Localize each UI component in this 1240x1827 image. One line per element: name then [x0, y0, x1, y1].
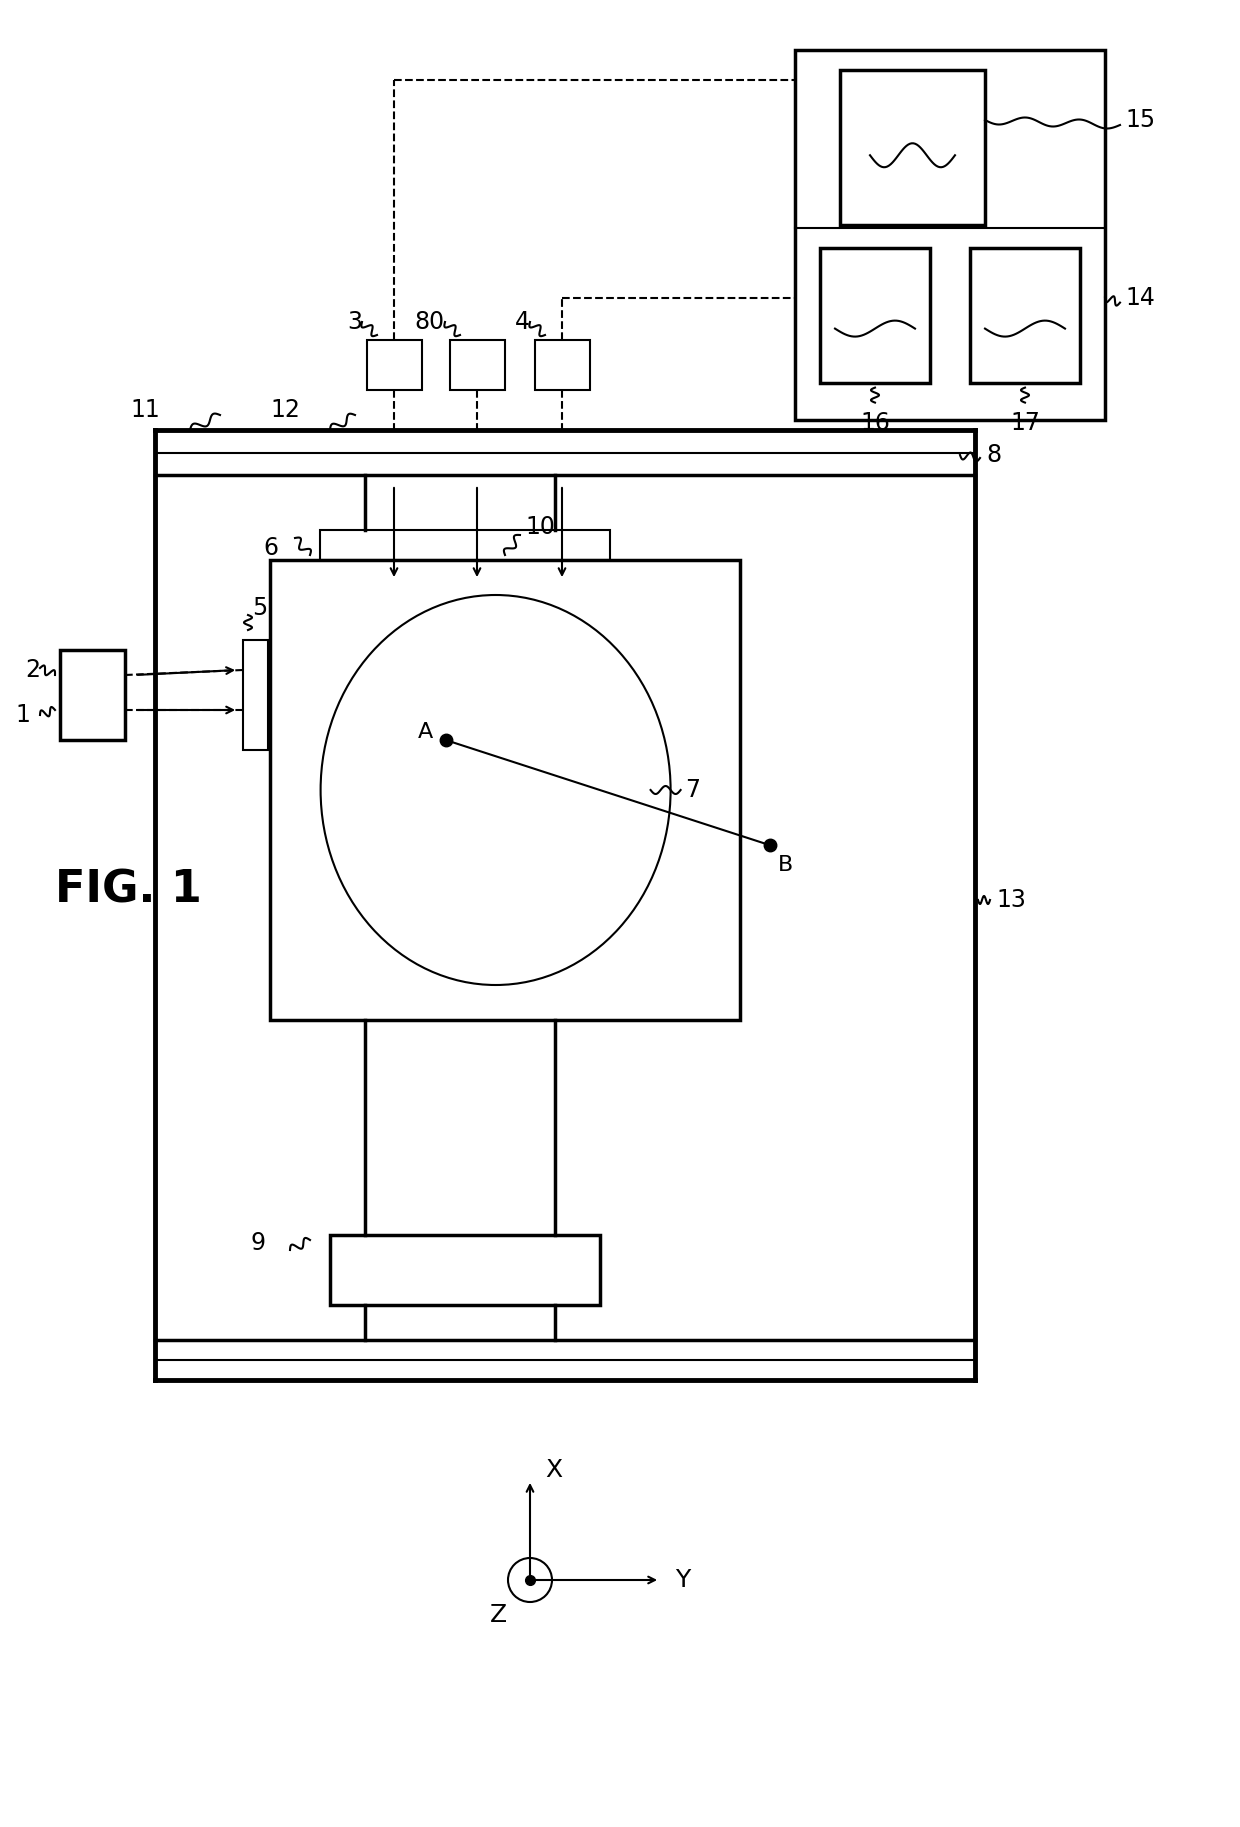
Text: 5: 5 [252, 596, 268, 619]
Text: 4: 4 [515, 311, 529, 334]
Text: FIG. 1: FIG. 1 [55, 868, 202, 912]
Bar [330, 1235, 600, 1304]
Bar [243, 639, 268, 751]
Text: 15: 15 [1125, 108, 1156, 132]
Bar [820, 248, 930, 382]
Text: 14: 14 [1125, 285, 1154, 309]
Text: 2: 2 [25, 658, 40, 681]
Text: X: X [546, 1458, 562, 1482]
Text: A: A [418, 722, 433, 742]
Text: 10: 10 [525, 515, 554, 539]
Text: 9: 9 [250, 1231, 265, 1255]
Text: 8: 8 [986, 442, 1001, 468]
Text: 16: 16 [861, 411, 890, 435]
Bar [320, 530, 610, 561]
Text: 17: 17 [1011, 411, 1040, 435]
Text: Y: Y [675, 1568, 691, 1591]
Text: 6: 6 [263, 535, 278, 561]
Bar [795, 49, 1105, 420]
Text: 13: 13 [996, 888, 1025, 912]
Text: B: B [777, 855, 794, 875]
Bar [367, 340, 422, 389]
Text: 1: 1 [15, 703, 30, 727]
Bar [270, 561, 740, 1019]
Text: 11: 11 [130, 398, 160, 422]
Text: 12: 12 [270, 398, 300, 422]
Bar [970, 248, 1080, 382]
Bar [839, 69, 985, 225]
Bar [534, 340, 590, 389]
Text: Z: Z [490, 1602, 507, 1628]
Text: 80: 80 [415, 311, 445, 334]
Bar [60, 650, 125, 740]
Text: 7: 7 [686, 778, 701, 802]
Text: 3: 3 [347, 311, 362, 334]
Bar [450, 340, 505, 389]
